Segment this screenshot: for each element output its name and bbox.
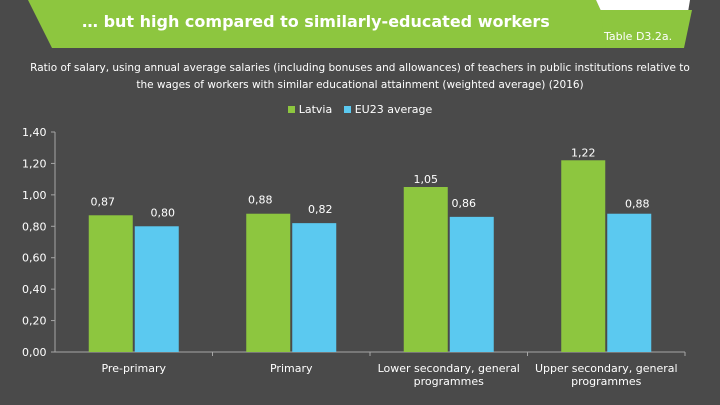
chart-title: Ratio of salary, using annual average sa… [30,62,690,91]
y-tick-label: 0,80 [22,220,47,233]
legend-swatch-eu23 [343,106,351,113]
data-label-eu23: 0,86 [452,197,477,210]
legend-item-eu23: EU23 average [343,103,433,116]
chart-legend: Latvia EU23 average [0,103,720,116]
legend-item-latvia: Latvia [287,103,333,116]
page-title: … but high compared to similarly-educate… [82,12,550,31]
bar-eu23 [292,223,337,352]
title-banner: … but high compared to similarly-educate… [0,0,720,48]
y-tick-label: 1,40 [22,126,47,139]
y-tick-label: 1,00 [22,189,47,202]
data-label-latvia: 1,05 [414,173,439,186]
y-tick-label: 0,00 [22,346,47,359]
x-category-label: Primary [270,362,313,375]
bar-latvia [88,215,133,352]
y-tick-label: 0,60 [22,252,47,265]
bar-latvia [246,213,291,352]
y-tick-label: 0,40 [22,283,47,296]
x-category-label: Pre-primary [101,362,166,375]
bar-eu23 [449,216,494,352]
data-label-eu23: 0,80 [151,206,176,219]
bar-latvia [561,160,606,352]
data-label-latvia: 0,87 [91,195,116,208]
x-category-label: programmes [571,375,641,388]
bar-eu23 [607,213,652,352]
table-reference: Table D3.2a. [604,30,673,43]
data-label-eu23: 0,82 [308,203,333,216]
legend-swatch-latvia [287,106,295,113]
x-category-label: programmes [414,375,484,388]
data-label-latvia: 1,22 [571,146,596,159]
x-category-label: Lower secondary, general [378,362,520,375]
banner-shape [28,0,692,48]
y-tick-label: 0,20 [22,315,47,328]
legend-label-eu23: EU23 average [354,103,433,116]
bar-eu23 [134,226,179,352]
data-label-eu23: 0,88 [625,198,650,211]
data-label-latvia: 0,88 [248,194,273,207]
y-tick-label: 1,20 [22,157,47,170]
bar-latvia [403,187,448,352]
legend-label-latvia: Latvia [298,103,333,116]
x-category-label: Upper secondary, general [535,362,678,375]
